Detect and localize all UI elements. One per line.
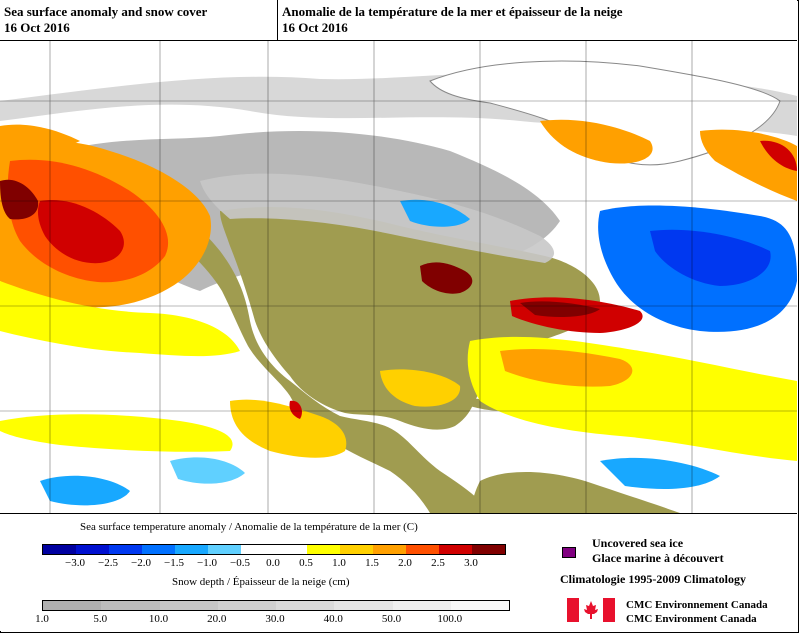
canada-flag-icon — [567, 598, 615, 622]
anomaly-tropical-yellow — [0, 414, 233, 452]
sst-color-cell — [340, 545, 373, 554]
snow-color-cell — [392, 601, 451, 610]
credit-line-1: CMC Environnement Canada — [626, 599, 768, 611]
sst-color-cell — [43, 545, 76, 554]
header-divider — [277, 0, 278, 40]
sst-tick-label: −1.0 — [197, 557, 217, 569]
sst-tick-label: −2.5 — [98, 557, 118, 569]
anomaly-mexico-pacific — [230, 399, 347, 458]
title-fr: Anomalie de la température de la mer et … — [282, 4, 623, 19]
snow-tick-label: 10.0 — [148, 613, 169, 625]
snow-legend-title: Snow depth / Épaisseur de la neige (cm) — [172, 576, 350, 588]
snow-color-cell — [334, 601, 393, 610]
anomaly-atlantic-warm — [500, 348, 633, 387]
great-lakes — [420, 262, 473, 294]
snow-tick-labels: 1.0 5.0 10.0 20.0 30.0 40.0 50.0 100.0 — [35, 613, 508, 627]
sea-ice-label-fr: Glace marine à découvert — [592, 551, 724, 565]
sst-tick-label: 1.0 — [332, 557, 346, 569]
snow-tick-label: 30.0 — [265, 613, 285, 625]
legend-area: Sea surface temperature anomaly / Anomal… — [0, 514, 797, 631]
credit-line-2: CMC Environment Canada — [626, 613, 757, 625]
anomaly-tropical-cold-3 — [600, 457, 720, 489]
sst-color-cell — [175, 545, 208, 554]
sst-color-cell — [307, 545, 340, 554]
sst-color-cell — [274, 545, 307, 554]
sst-tick-label: 0.0 — [266, 557, 280, 569]
sea-ice-label-en: Uncovered sea ice — [592, 536, 684, 550]
anomaly-atlantic-cold-core — [650, 229, 771, 286]
land-usa — [220, 206, 600, 430]
snow-tick-label: 20.0 — [207, 613, 227, 625]
sst-legend-title: Sea surface temperature anomaly / Anomal… — [80, 521, 418, 533]
sst-tick-label: 2.0 — [398, 557, 412, 569]
anomaly-tropical-cold-2 — [170, 457, 245, 484]
map-panel — [0, 41, 797, 514]
sea-ice-swatch — [562, 547, 576, 558]
land-south-america — [470, 471, 680, 513]
date-fr: 16 Oct 2016 — [282, 20, 348, 35]
anomaly-tropical-cold-1 — [40, 475, 130, 506]
sst-color-cell — [472, 545, 505, 554]
snow-color-cell — [101, 601, 160, 610]
anomaly-hudson-cold — [400, 199, 470, 227]
graticule — [0, 41, 797, 513]
sst-colorbar — [42, 544, 506, 555]
snow-tick-label: 50.0 — [381, 613, 402, 625]
anomaly-bering-north — [0, 124, 80, 151]
climatology-label: Climatologie 1995-2009 Climatology — [560, 572, 746, 586]
snow-canada-south — [200, 173, 555, 263]
snow-tick-label: 100.0 — [437, 613, 463, 625]
land-west — [40, 157, 480, 513]
snow-colorbar — [42, 600, 510, 611]
sst-tick-label: −0.5 — [230, 557, 250, 569]
sst-tick-label: −2.0 — [131, 557, 151, 569]
sst-color-cell — [373, 545, 406, 554]
anomaly-gulf-stream-core — [520, 301, 600, 317]
sst-color-cell — [439, 545, 472, 554]
sst-color-cell — [76, 545, 109, 554]
sst-color-cell — [109, 545, 142, 554]
sst-tick-label: 3.0 — [464, 557, 478, 569]
anomaly-gulf-california — [289, 400, 302, 419]
sst-tick-labels: −3.0 −2.5 −2.0 −1.5 −1.0 −0.5 0.0 0.5 1.0 1.5 2.0 2… — [42, 557, 504, 571]
sst-tick-label: −1.5 — [164, 557, 184, 569]
anomaly-gulf-mexico — [380, 369, 461, 407]
arctic-ice — [0, 41, 797, 96]
anomaly-bering — [0, 179, 39, 220]
snow-color-cell — [159, 601, 218, 610]
sst-tick-label: 2.5 — [431, 557, 445, 569]
snow-tick-label: 1.0 — [35, 613, 49, 625]
title-en: Sea surface anomaly and snow cover — [4, 4, 208, 19]
snow-tick-label: 5.0 — [93, 613, 108, 625]
snow-color-cell — [43, 601, 102, 610]
snow-color-cell — [217, 601, 276, 610]
anomaly-baffin-warm — [540, 119, 653, 164]
header: Sea surface anomaly and snow cover 16 Oc… — [0, 0, 797, 41]
date-en: 16 Oct 2016 — [4, 20, 70, 35]
sst-color-cell — [406, 545, 439, 554]
anomaly-east-greenland-hot — [760, 140, 797, 171]
snow-color-cell — [276, 601, 335, 610]
sst-tick-label: 1.5 — [365, 557, 379, 569]
anomaly-pacific-yellow — [0, 281, 240, 357]
sst-color-cell — [241, 545, 274, 554]
sst-color-cell — [142, 545, 175, 554]
sst-tick-label: 0.5 — [299, 557, 313, 569]
snow-tick-label: 40.0 — [323, 613, 343, 625]
anomaly-map — [0, 41, 797, 513]
snow-color-cell — [450, 601, 509, 610]
sst-color-cell — [208, 545, 241, 554]
anomaly-pacific-core — [37, 200, 124, 264]
sst-tick-label: −3.0 — [65, 557, 85, 569]
